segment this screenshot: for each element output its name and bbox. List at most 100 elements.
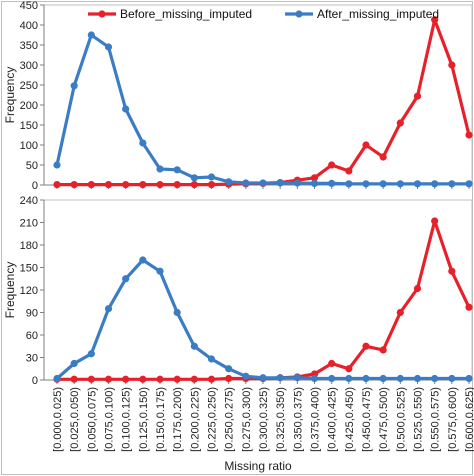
x-tick-label: [0.400,0.425)	[327, 387, 339, 452]
data-point-before	[328, 161, 336, 169]
data-point-after	[53, 161, 61, 169]
y-tick-label: 0	[32, 180, 38, 192]
data-point-before	[379, 153, 387, 161]
data-point-before	[122, 181, 130, 189]
data-point-after	[413, 374, 422, 383]
x-tick-label: [0.100,0.125)	[121, 387, 133, 452]
y-tick-label: 100	[20, 140, 38, 152]
data-point-before	[379, 346, 387, 354]
x-tick-label: [0.175,0.200)	[172, 387, 184, 452]
data-point-after	[173, 166, 181, 174]
data-point-before	[448, 267, 456, 275]
data-point-before	[139, 181, 147, 189]
data-point-before	[207, 375, 216, 383]
data-point-after	[259, 374, 267, 382]
y-tick-label: 210	[20, 218, 38, 230]
data-point-after	[207, 173, 216, 181]
data-point-before	[413, 284, 422, 293]
data-point-before	[362, 141, 370, 149]
data-point-after	[139, 256, 147, 264]
x-tick-label: [0.050,0.075)	[86, 387, 98, 452]
y-tick-label: 180	[20, 240, 38, 252]
x-tick-label: [0.350,0.375)	[292, 387, 304, 452]
data-point-after	[396, 180, 404, 188]
data-point-before	[328, 359, 336, 368]
data-point-after	[362, 374, 370, 383]
data-point-after	[156, 267, 164, 275]
data-point-before	[310, 174, 319, 182]
data-point-after	[328, 179, 336, 187]
y-tick-label: 200	[20, 100, 38, 112]
y-tick-label: 400	[20, 20, 38, 32]
data-point-before	[156, 375, 164, 383]
data-point-after	[70, 82, 78, 90]
x-tick-label: [0.125,0.150)	[138, 387, 150, 452]
series-line-before	[57, 18, 471, 187]
x-axis-title: Missing ratio	[224, 459, 292, 473]
data-point-before	[190, 181, 198, 189]
x-tick-label: [0.250,0.275)	[224, 387, 236, 452]
data-point-after	[465, 180, 473, 188]
y-tick-label: 240	[20, 195, 38, 207]
data-point-before	[431, 16, 439, 24]
x-tick-label: [0.525,0.550)	[413, 387, 425, 452]
data-point-before	[87, 375, 95, 383]
series-line-after	[55, 258, 469, 381]
data-point-before	[173, 181, 181, 189]
data-point-after	[53, 374, 61, 383]
data-point-after	[259, 179, 267, 187]
y-tick-label: 30	[26, 353, 38, 365]
data-point-after	[310, 374, 319, 383]
x-tick-label: [0.150,0.175)	[155, 387, 167, 452]
y-axis-title: Frequency	[3, 262, 17, 319]
y-tick-label: 150	[20, 263, 38, 275]
data-point-before	[190, 375, 198, 383]
data-point-after	[207, 355, 216, 363]
data-point-before	[207, 181, 216, 189]
data-point-after	[242, 372, 250, 380]
data-point-after	[87, 350, 95, 358]
data-point-after	[345, 180, 353, 188]
data-point-before	[53, 181, 61, 189]
x-tick-label: [0.325,0.350)	[275, 387, 287, 452]
x-tick-label: [0.450,0.475)	[361, 387, 373, 452]
y-tick-label: 50	[26, 160, 38, 172]
data-point-after	[448, 374, 456, 383]
x-tick-label: [0.425,0.450)	[344, 387, 356, 452]
y-tick-label: 450	[20, 0, 38, 12]
y-tick-label: 0	[32, 375, 38, 387]
data-point-before	[396, 308, 404, 317]
y-tick-label: 90	[26, 308, 38, 320]
data-point-after	[190, 342, 198, 350]
data-point-before	[156, 181, 164, 189]
data-point-after	[379, 180, 387, 188]
data-point-before	[122, 375, 130, 383]
data-point-after	[173, 308, 181, 317]
y-tick-label: 250	[20, 80, 38, 92]
data-point-before	[87, 181, 95, 189]
data-point-after	[276, 179, 284, 187]
data-point-after	[104, 305, 113, 313]
data-point-after	[431, 180, 439, 188]
data-point-after	[242, 179, 250, 187]
data-point-after	[70, 359, 78, 368]
x-tick-label: [0.375,0.400)	[310, 387, 322, 452]
x-tick-label: [0.200,0.225)	[189, 387, 201, 452]
data-point-after	[328, 374, 336, 383]
data-point-after	[156, 165, 164, 173]
x-tick-label: [0.575,0.600)	[447, 387, 459, 452]
data-point-after	[293, 179, 301, 187]
data-point-after	[431, 374, 439, 383]
data-point-before	[70, 375, 78, 383]
data-point-before	[225, 374, 233, 383]
data-point-after	[276, 374, 284, 382]
x-tick-label: [0.275,0.300)	[241, 387, 253, 452]
legend-entry-after: After_missing_imputed	[317, 7, 439, 21]
y-tick-label: 60	[26, 330, 38, 342]
data-point-after	[465, 374, 473, 383]
data-point-after	[122, 275, 130, 283]
data-point-before	[431, 217, 439, 225]
data-point-after	[139, 139, 147, 147]
